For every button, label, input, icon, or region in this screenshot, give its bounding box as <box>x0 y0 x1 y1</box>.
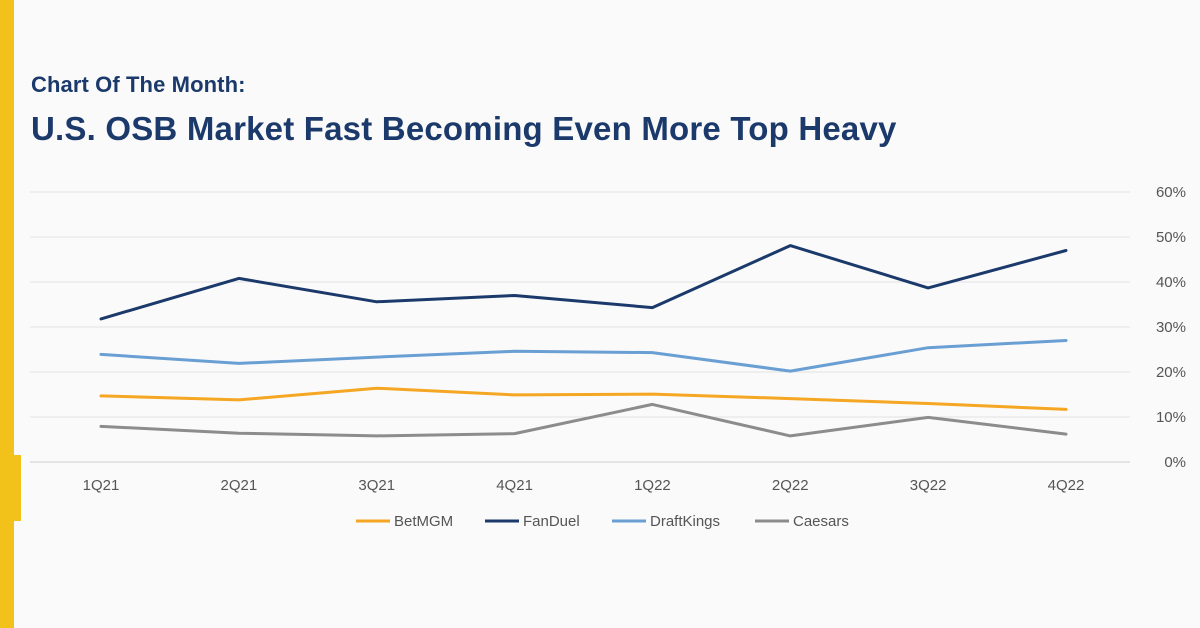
y-tick-label: 20% <box>1156 364 1186 381</box>
accent-bar-notch <box>0 455 21 521</box>
y-axis-ticks: 0% 10% 20% 30% 40% 50% 60% <box>1156 184 1186 471</box>
x-tick-label: 2Q21 <box>221 477 258 494</box>
y-tick-label: 60% <box>1156 184 1186 201</box>
series-line-betmgm <box>99 386 1068 411</box>
x-tick-label: 1Q21 <box>83 477 120 494</box>
legend: BetMGM FanDuel DraftKings Caesars <box>356 513 849 530</box>
chart-title: U.S. OSB Market Fast Becoming Even More … <box>31 110 897 147</box>
y-tick-label: 50% <box>1156 229 1186 246</box>
legend-label-betmgm: BetMGM <box>394 513 453 530</box>
y-tick-label: 0% <box>1164 454 1186 471</box>
y-tick-label: 30% <box>1156 319 1186 336</box>
x-tick-label: 4Q22 <box>1048 477 1085 494</box>
series-line-draftkings <box>99 339 1068 373</box>
y-tick-label: 10% <box>1156 409 1186 426</box>
x-tick-label: 1Q22 <box>634 477 671 494</box>
x-tick-label: 2Q22 <box>772 477 809 494</box>
accent-bar-top <box>0 0 14 455</box>
y-tick-label: 40% <box>1156 274 1186 291</box>
x-axis-ticks: 1Q21 2Q21 3Q21 4Q21 1Q22 2Q22 3Q22 4Q22 <box>83 477 1085 494</box>
series-lines <box>99 244 1068 438</box>
x-tick-label: 3Q22 <box>910 477 947 494</box>
series-line-caesars <box>99 402 1068 438</box>
x-tick-label: 3Q21 <box>358 477 395 494</box>
chart-eyebrow: Chart Of The Month: <box>31 72 246 97</box>
accent-bar-bottom <box>0 521 14 628</box>
legend-label-fanduel: FanDuel <box>523 513 580 530</box>
legend-label-caesars: Caesars <box>793 513 849 530</box>
gridlines <box>30 191 1130 463</box>
legend-label-draftkings: DraftKings <box>650 513 720 530</box>
series-line-fanduel <box>99 244 1068 321</box>
x-tick-label: 4Q21 <box>496 477 533 494</box>
